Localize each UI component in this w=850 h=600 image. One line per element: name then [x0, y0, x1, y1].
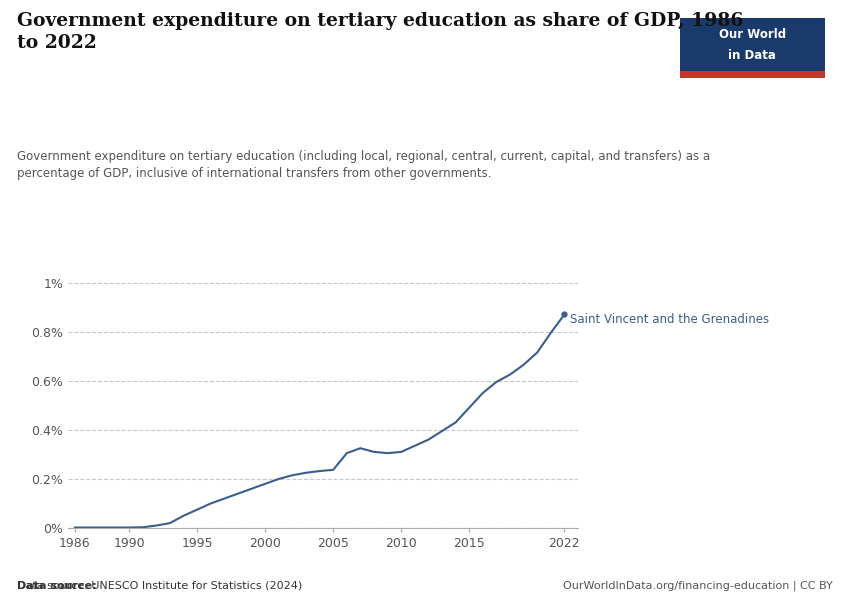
Text: Data source:: Data source: [17, 581, 97, 591]
Text: in Data: in Data [728, 49, 776, 62]
Text: OurWorldInData.org/financing-education | CC BY: OurWorldInData.org/financing-education |… [564, 581, 833, 591]
FancyBboxPatch shape [680, 18, 824, 78]
Text: Data source: UNESCO Institute for Statistics (2024): Data source: UNESCO Institute for Statis… [17, 581, 303, 591]
Text: Government expenditure on tertiary education as share of GDP, 1986
to 2022: Government expenditure on tertiary educa… [17, 12, 744, 52]
Text: Government expenditure on tertiary education (including local, regional, central: Government expenditure on tertiary educa… [17, 150, 710, 180]
Text: Our World: Our World [719, 28, 785, 41]
Text: Saint Vincent and the Grenadines: Saint Vincent and the Grenadines [570, 313, 769, 326]
FancyBboxPatch shape [680, 71, 824, 78]
